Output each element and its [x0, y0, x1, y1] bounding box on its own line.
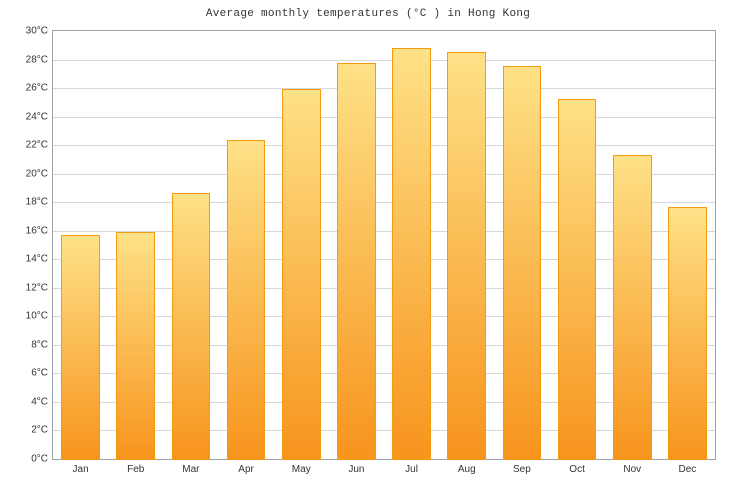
x-tick-label: Oct	[569, 464, 585, 475]
x-tick-label: Apr	[238, 464, 254, 475]
grid-line	[53, 316, 715, 317]
y-tick-label: 10°C	[8, 311, 48, 322]
y-tick-label: 0°C	[8, 454, 48, 465]
y-tick-label: 18°C	[8, 197, 48, 208]
x-tick-label: Nov	[623, 464, 641, 475]
x-tick-label: Jun	[348, 464, 364, 475]
x-tick-label: Jan	[73, 464, 89, 475]
y-tick-label: 14°C	[8, 254, 48, 265]
y-tick-label: 24°C	[8, 111, 48, 122]
grid-line	[53, 259, 715, 260]
grid-line	[53, 145, 715, 146]
y-tick-label: 28°C	[8, 54, 48, 65]
y-tick-label: 20°C	[8, 168, 48, 179]
y-tick-label: 26°C	[8, 83, 48, 94]
grid-line	[53, 430, 715, 431]
plot-area	[52, 30, 716, 460]
chart-title: Average monthly temperatures (°C ) in Ho…	[0, 8, 736, 20]
y-tick-label: 4°C	[8, 396, 48, 407]
x-tick-label: Mar	[182, 464, 199, 475]
y-tick-label: 16°C	[8, 225, 48, 236]
x-tick-label: May	[292, 464, 311, 475]
grid-line	[53, 202, 715, 203]
y-tick-label: 12°C	[8, 282, 48, 293]
y-tick-label: 2°C	[8, 425, 48, 436]
grid-line	[53, 60, 715, 61]
x-tick-label: Jul	[405, 464, 418, 475]
x-tick-label: Dec	[679, 464, 697, 475]
x-tick-label: Aug	[458, 464, 476, 475]
temperature-chart: Average monthly temperatures (°C ) in Ho…	[0, 0, 736, 500]
grid-line	[53, 231, 715, 232]
y-tick-label: 22°C	[8, 140, 48, 151]
y-tick-label: 6°C	[8, 368, 48, 379]
grid-line	[53, 345, 715, 346]
grid-line	[53, 402, 715, 403]
grid-line	[53, 288, 715, 289]
y-tick-label: 8°C	[8, 339, 48, 350]
grid-line	[53, 373, 715, 374]
grid-line	[53, 88, 715, 89]
grid-line	[53, 117, 715, 118]
x-tick-label: Sep	[513, 464, 531, 475]
grid-line	[53, 174, 715, 175]
x-tick-label: Feb	[127, 464, 144, 475]
y-tick-label: 30°C	[8, 26, 48, 37]
